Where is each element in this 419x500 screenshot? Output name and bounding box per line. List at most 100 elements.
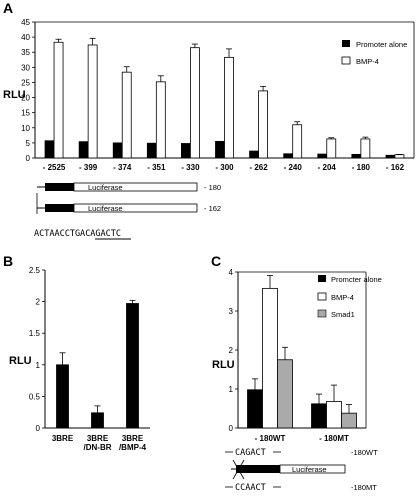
chart-a-ticks: 0 5 10 15 20 25 30 35 40 45	[21, 18, 35, 163]
y-tick-label: 3	[229, 307, 234, 316]
legend-label-bmp4: BMP-4	[356, 57, 379, 66]
bar-promoter-alone-180	[351, 153, 362, 159]
x-tick-label: - 180	[352, 163, 371, 172]
chart-c-ylabel: RLU	[212, 359, 235, 371]
y-tick-label: 30	[21, 63, 30, 72]
x-tick-label: - 374	[113, 163, 132, 172]
y-tick-label: 0	[36, 424, 41, 433]
bar-bmp-4-204	[326, 138, 337, 159]
chart-a-legend: Promoter alone BMP-4	[341, 40, 407, 66]
panel-letter-b: B	[3, 253, 13, 269]
chart-c-xlabels: - 180WT - 180MT	[255, 434, 349, 443]
bar-bmp-4-180	[360, 138, 371, 159]
bar-value-3bre-dn-br	[91, 412, 104, 429]
legend-label-smad1: Smad1	[331, 310, 355, 319]
bar-promoter-alone-240	[283, 153, 294, 159]
x-tick-label: 3BRE/BMP-4	[119, 434, 147, 452]
chart-b-marks	[56, 299, 139, 429]
x-tick-label: - 300	[215, 163, 234, 172]
bar-bmp-4-351	[155, 81, 166, 159]
bar-promoter-alone-330	[181, 143, 191, 159]
legend-swatch-smad1	[317, 309, 327, 318]
y-tick-label: 5	[26, 139, 31, 148]
bar-bmp-4-2525	[53, 41, 64, 159]
y-tick-label: 1.5	[29, 329, 41, 338]
y-tick-label: 15	[21, 109, 30, 118]
legend-swatch-promoter-alone	[342, 40, 350, 47]
y-tick-label: 2.5	[29, 266, 41, 275]
bar-promoter-alone-204	[317, 153, 328, 159]
legend-swatch-bmp4-c	[317, 292, 327, 301]
construct-180-promoter	[45, 183, 74, 191]
bar-bmp-4-262	[258, 90, 268, 159]
y-tick-label: 25	[21, 78, 30, 87]
bar-promoter-alone-262	[249, 150, 259, 159]
chart-b-ticks: 0 0.5 1 1.5 2 2.5	[29, 266, 45, 433]
y-tick-label: 4	[229, 268, 234, 277]
construct-180-luciferase	[73, 182, 198, 192]
x-tick-label: - 180WT	[255, 434, 286, 443]
legend-label-promoter-alone: Promoter alone	[356, 40, 407, 49]
x-tick-label: - 204	[318, 163, 337, 172]
construct-162-promoter	[45, 204, 74, 212]
x-tick-label: - 2525	[43, 163, 66, 172]
chart-b-ylabel: RLU	[9, 355, 32, 367]
x-tick-label: - 399	[79, 163, 98, 172]
construct-wt-label: -180WT	[351, 448, 378, 457]
y-tick-label: 1	[229, 385, 234, 394]
bar-bmp-4-330	[190, 47, 200, 159]
legend-label-bmp4-c: BMP-4	[331, 293, 354, 302]
bar-promoter-alone-374	[112, 142, 123, 159]
bar-bmp-4-240	[292, 124, 303, 159]
bar-value-3bre-bmp-4	[126, 303, 139, 429]
y-tick-label: 35	[21, 48, 30, 57]
y-tick-label: 2	[229, 346, 234, 355]
bar-value-3bre	[56, 364, 69, 429]
x-tick-label: 3BRE/DN-BR	[84, 434, 112, 452]
chart-c: RLU 0 1 2 3 4 - 180WT - 180MT Promcter alone …	[212, 268, 382, 443]
legend-swatch-bmp4	[341, 56, 351, 65]
x-tick-label: - 351	[147, 163, 166, 172]
x-tick-label: - 330	[181, 163, 200, 172]
x-tick-label: - 262	[249, 163, 268, 172]
bar-bmp-4-162	[394, 154, 405, 159]
y-tick-label: 2	[36, 298, 41, 307]
chart-c-marks	[247, 275, 357, 429]
construct-wt-sequence: CAGACT	[235, 448, 266, 458]
construct-c-luciferase-label: Luciferase	[292, 465, 327, 474]
bar-promoter-alone-162	[385, 154, 396, 159]
bar-bmp-4-180mt	[326, 401, 342, 429]
constructs-c: CAGACT -180WT Luciferase CCAACT -180MT	[225, 448, 378, 493]
bar-promoter-alone-351	[146, 142, 157, 159]
x-tick-label: - 180MT	[319, 434, 349, 443]
chart-b: RLU 0 0.5 1 1.5 2 2.5 3BRE 3BRE/DN-BR 3BRE/BMP-…	[9, 266, 150, 452]
sequence-a-prefix: ACTAACCTGA	[34, 229, 85, 239]
chart-c-legend: Promcter alone BMP-4 Smad1	[317, 275, 382, 319]
y-tick-label: 0	[26, 154, 31, 163]
construct-c-mutation-cross-2	[232, 459, 245, 480]
construct-162-luciferase	[73, 203, 198, 213]
construct-162-luciferase-label: Luciferase	[88, 204, 123, 213]
y-tick-label: 40	[21, 33, 30, 42]
chart-a-ylabel: RLU	[3, 89, 26, 101]
legend-swatch-promcter-alone	[318, 275, 326, 282]
y-tick-label: 1	[36, 361, 41, 370]
construct-c-promoter	[236, 465, 280, 473]
bar-bmp-4-180wt	[262, 287, 278, 429]
chart-a-marks	[44, 37, 405, 159]
x-tick-label: - 240	[284, 163, 303, 172]
construct-c-luciferase	[279, 464, 346, 474]
bar-smad1-180wt	[277, 359, 293, 429]
x-tick-label: - 162	[386, 163, 405, 172]
bar-smad1-180mt	[341, 412, 357, 429]
bar-promoter-alone-300	[215, 140, 225, 159]
construct-180-luciferase-label: Luciferase	[88, 183, 123, 192]
legend-label-promcter-alone: Promcter alone	[331, 275, 382, 284]
bar-promcter-alone-180wt	[247, 389, 263, 429]
y-tick-label: 20	[21, 94, 30, 103]
bar-promoter-alone-2525	[44, 140, 55, 159]
y-tick-label: 10	[21, 124, 30, 133]
panel-letter-c: C	[211, 253, 221, 269]
